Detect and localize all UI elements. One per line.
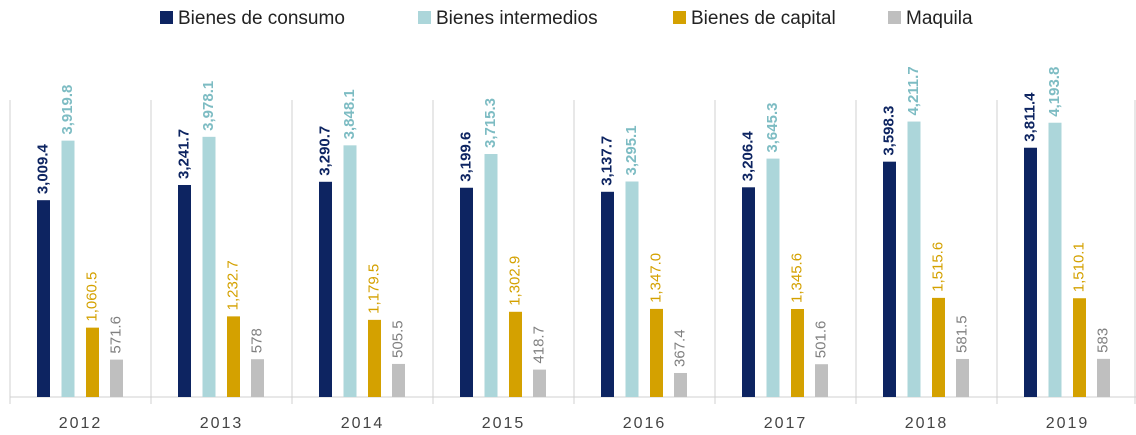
data-label: 367.4 bbox=[671, 329, 688, 367]
data-label: 1,345.6 bbox=[788, 253, 805, 303]
data-label: 3,137.7 bbox=[598, 136, 615, 186]
bar bbox=[1048, 122, 1062, 398]
legend-swatch bbox=[673, 11, 686, 24]
data-label: 3,598.3 bbox=[880, 106, 897, 156]
bar bbox=[625, 181, 639, 397]
data-label: 3,241.7 bbox=[175, 129, 192, 179]
x-tick-label: 2012 bbox=[59, 415, 103, 432]
bar bbox=[1073, 298, 1086, 397]
data-label: 571.6 bbox=[107, 316, 124, 354]
data-label: 3,978.1 bbox=[200, 81, 217, 131]
data-label: 3,290.7 bbox=[316, 126, 333, 176]
data-label: 3,645.3 bbox=[764, 103, 781, 153]
bar bbox=[815, 364, 828, 397]
bar bbox=[343, 145, 357, 397]
bar bbox=[1097, 358, 1110, 397]
bar bbox=[484, 154, 498, 397]
data-label: 3,848.1 bbox=[341, 89, 358, 139]
bar bbox=[460, 187, 473, 397]
bar bbox=[110, 359, 123, 397]
data-label: 578 bbox=[248, 328, 265, 353]
data-label: 1,232.7 bbox=[224, 260, 241, 310]
data-label: 1,060.5 bbox=[83, 272, 100, 322]
x-tick-label: 2016 bbox=[623, 415, 667, 432]
data-label: 581.5 bbox=[953, 315, 970, 353]
data-label: 1,302.9 bbox=[506, 256, 523, 306]
bar bbox=[956, 358, 969, 397]
bar bbox=[178, 184, 191, 397]
bar bbox=[1024, 147, 1037, 397]
bar bbox=[319, 181, 332, 397]
x-tick-label: 2019 bbox=[1046, 415, 1090, 432]
legend-label: Bienes de capital bbox=[691, 8, 836, 29]
bar bbox=[650, 308, 663, 397]
x-tick-label: 2013 bbox=[200, 415, 244, 432]
legend-swatch bbox=[160, 11, 173, 24]
bar bbox=[392, 363, 405, 397]
bar bbox=[742, 187, 755, 397]
bar bbox=[37, 200, 50, 397]
data-label: 3,199.6 bbox=[457, 132, 474, 182]
x-tick-label: 2014 bbox=[341, 415, 385, 432]
bar bbox=[766, 158, 780, 397]
data-label: 3,715.3 bbox=[482, 98, 499, 148]
data-label: 3,919.8 bbox=[59, 85, 76, 135]
bar bbox=[932, 297, 945, 397]
legend-swatch bbox=[888, 11, 901, 24]
data-label: 1,347.0 bbox=[647, 253, 664, 303]
data-label: 3,009.4 bbox=[34, 143, 51, 194]
bar bbox=[86, 327, 99, 397]
data-label: 501.6 bbox=[812, 321, 829, 359]
data-label: 4,211.7 bbox=[905, 66, 922, 115]
bar bbox=[202, 136, 216, 397]
data-label: 418.7 bbox=[530, 326, 547, 364]
bar bbox=[227, 316, 240, 397]
data-label: 1,510.1 bbox=[1070, 242, 1087, 292]
x-tick-label: 2015 bbox=[482, 415, 526, 432]
data-label: 1,179.5 bbox=[365, 264, 382, 314]
bar bbox=[674, 372, 687, 397]
data-label: 3,295.1 bbox=[623, 125, 640, 175]
bar bbox=[533, 369, 546, 397]
bar bbox=[907, 121, 921, 398]
bar bbox=[61, 140, 75, 397]
data-label: 583 bbox=[1094, 328, 1111, 353]
bar bbox=[883, 161, 896, 397]
bar bbox=[509, 311, 522, 397]
data-label: 3,206.4 bbox=[739, 131, 756, 182]
x-tick-label: 2017 bbox=[764, 415, 808, 432]
bar bbox=[368, 319, 381, 397]
legend-label: Bienes de consumo bbox=[178, 8, 345, 29]
data-label: 505.5 bbox=[389, 320, 406, 358]
bar bbox=[251, 359, 264, 397]
legend-label: Maquila bbox=[906, 8, 973, 29]
legend-label: Bienes intermedios bbox=[436, 8, 598, 29]
data-label: 4,193.8 bbox=[1046, 67, 1063, 117]
data-label: 1,515.6 bbox=[929, 242, 946, 292]
data-label: 3,811.4 bbox=[1021, 92, 1038, 142]
x-tick-label: 2018 bbox=[905, 415, 949, 432]
legend-swatch bbox=[418, 11, 431, 24]
bar bbox=[601, 191, 614, 397]
bar bbox=[791, 308, 804, 397]
